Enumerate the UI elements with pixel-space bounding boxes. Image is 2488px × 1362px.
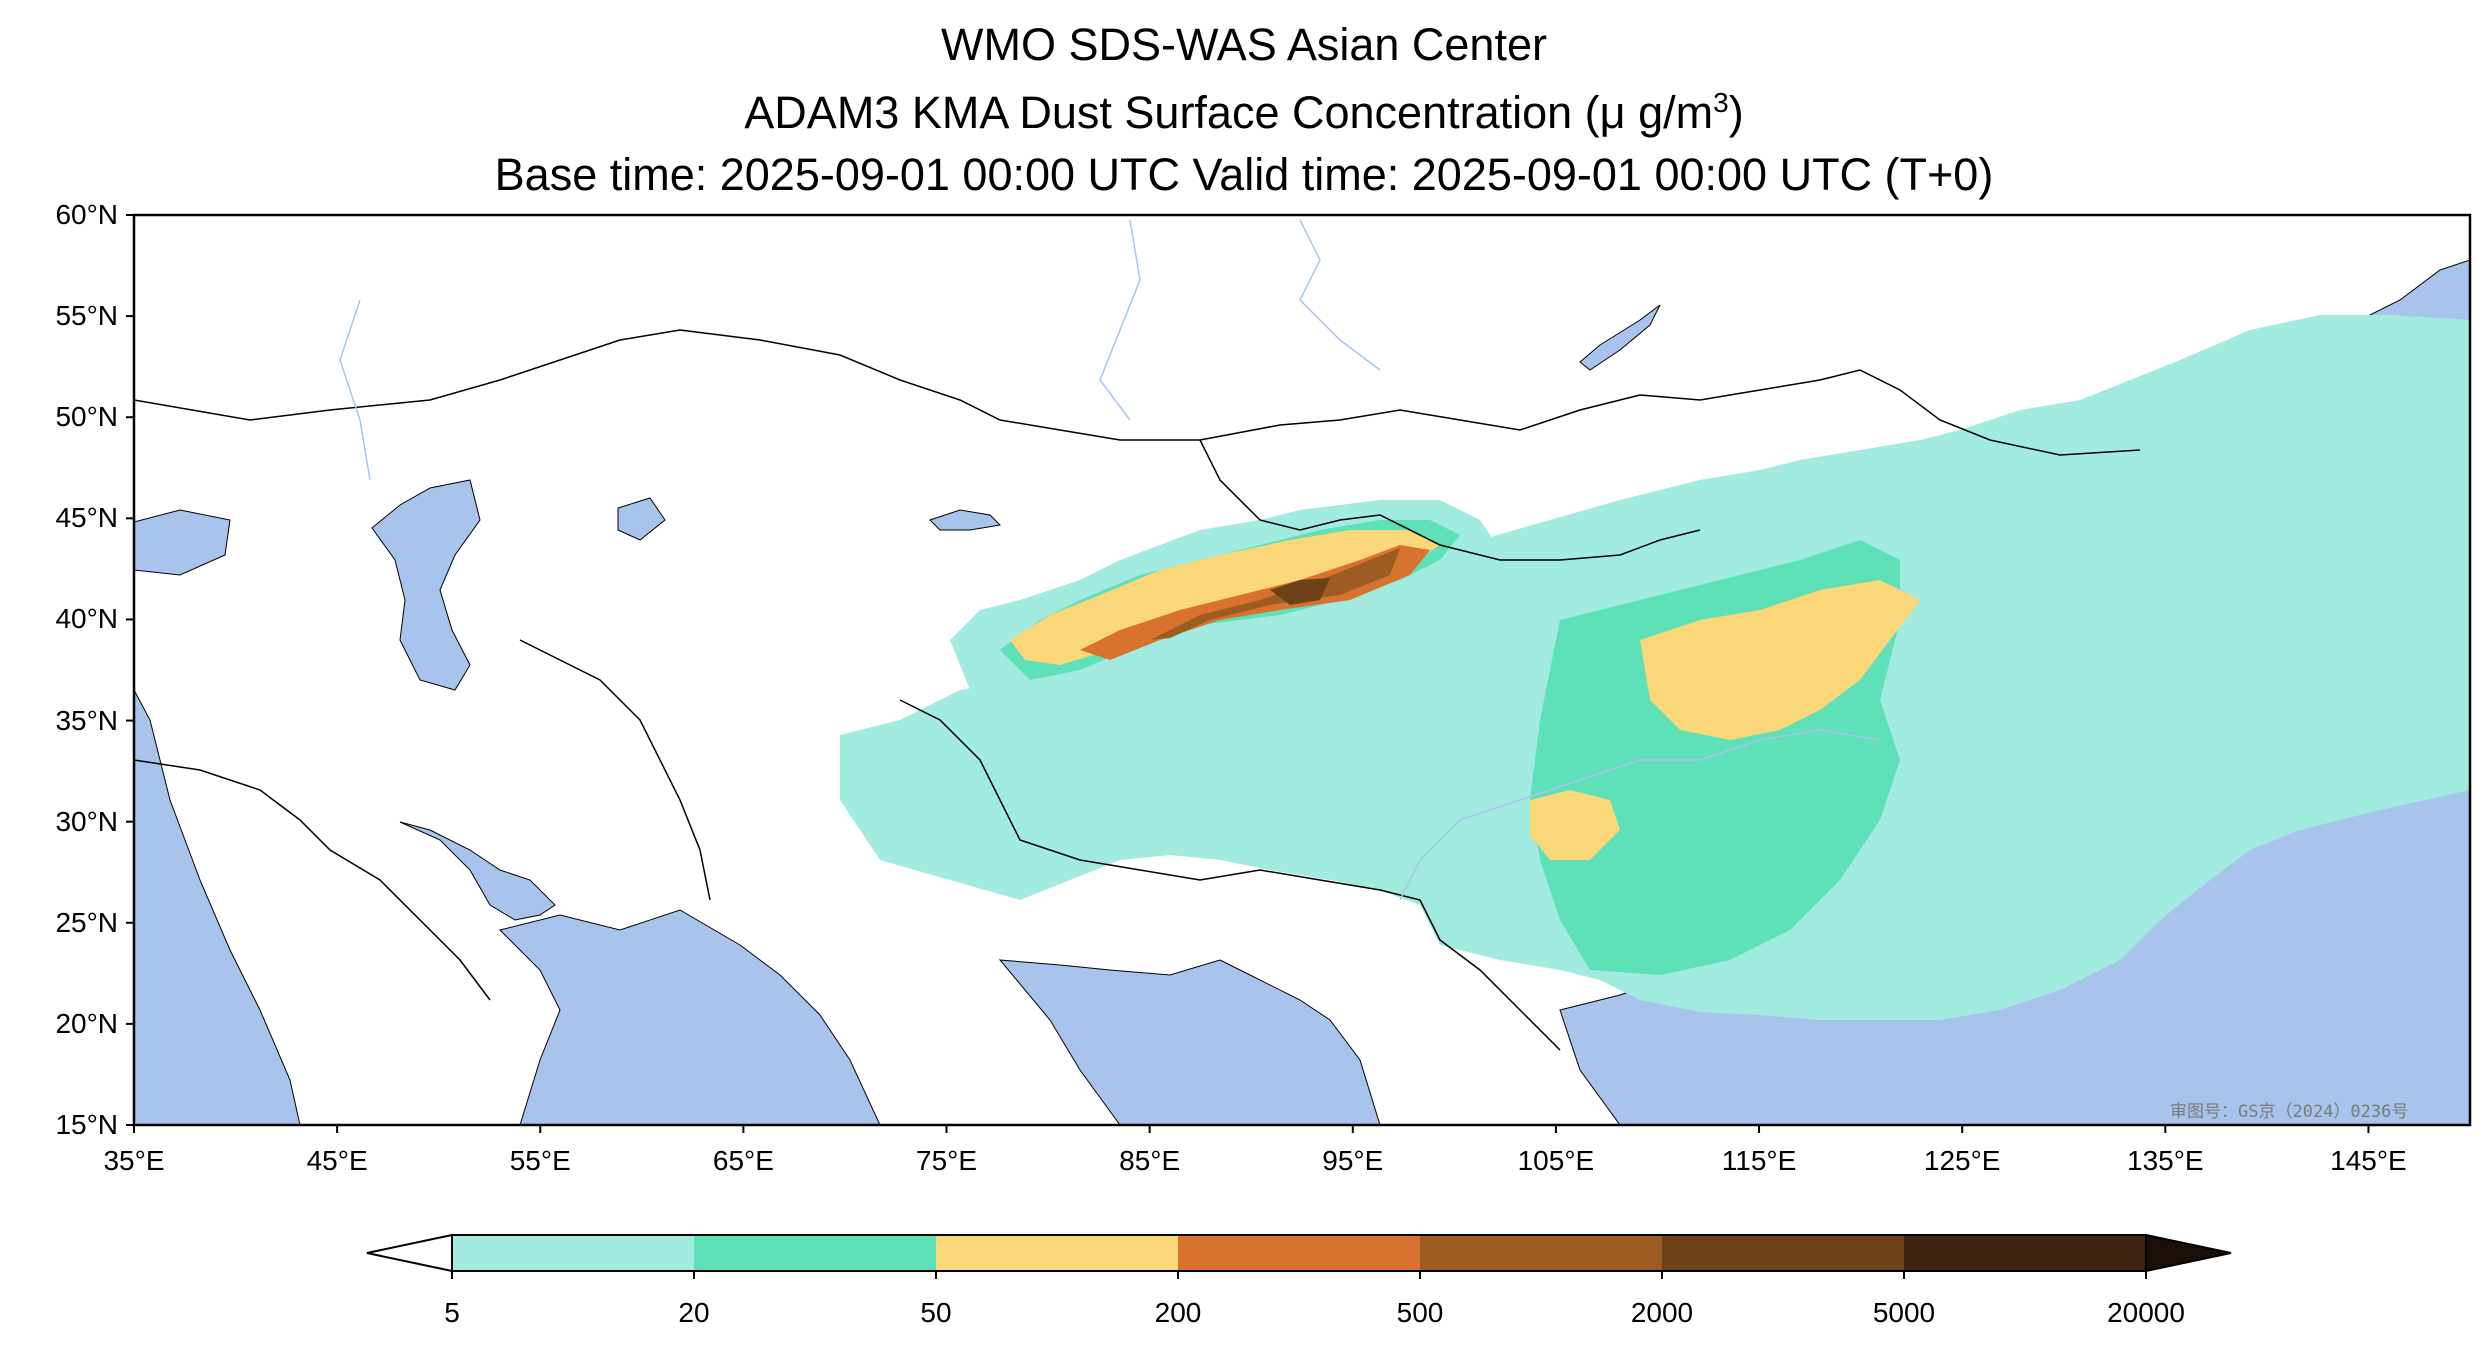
dust-level-5 [1150, 548, 1400, 640]
colorbar-level-label: 20000 [2107, 1297, 2185, 1328]
colorbar-swatch [1420, 1235, 1662, 1271]
colorbar-frame [451, 1234, 2147, 1272]
lon-tick-label: 95°E [1322, 1145, 1384, 1176]
lat-tick-label: 50°N [55, 401, 118, 433]
map-approval-watermark: 审图号：GS京（2024）0236号 [2170, 1102, 2409, 1122]
lat-tick-label: 45°N [55, 502, 118, 534]
dust-level-3-ncp [1640, 580, 1920, 740]
lon-tick-label: 125°E [1923, 1145, 2001, 1176]
lon-tick-label: 145°E [2330, 1145, 2407, 1176]
mediterranean-red-sea [134, 689, 301, 1125]
dust-level-6 [1270, 578, 1330, 605]
lat-tick-label: 20°N [55, 1007, 118, 1039]
title-line-2-text: ADAM3 KMA Dust Surface Concentration ( [744, 87, 1600, 138]
title-line-2-exponent: 3 [1713, 87, 1729, 118]
colorbar-level-label: 5000 [1872, 1297, 1936, 1328]
lat-tick-label: 40°N [55, 603, 118, 635]
coastlines-borders [134, 329, 2141, 1051]
title-line-2-close: ) [1728, 87, 1744, 138]
lat-tick-label: 25°N [55, 906, 118, 938]
lat-tick-label: 30°N [55, 805, 118, 837]
baikal-lake [1579, 304, 1661, 371]
title-line-2-unit: μ g/m [1599, 87, 1714, 138]
colorbar-swatch [1662, 1235, 1904, 1271]
map-frame [132, 213, 2472, 1127]
black-sea [134, 509, 231, 576]
lon-tick-label: 55°E [509, 1145, 571, 1176]
lon-tick-label: 105°E [1517, 1145, 1595, 1176]
caspian-sea [371, 479, 481, 691]
lat-tick-label: 60°N [55, 199, 118, 230]
rivers [339, 219, 1881, 901]
colorbar-swatch [452, 1235, 694, 1271]
colorbar-swatch [936, 1235, 1178, 1271]
lon-tick-label: 65°E [712, 1145, 774, 1176]
dust-level-3-south [1530, 790, 1620, 860]
lat-tick-label: 35°N [55, 704, 118, 736]
lon-tick-label: 45°E [306, 1145, 368, 1176]
arabian-sea [499, 909, 881, 1125]
colorbar-swatch [1904, 1235, 2146, 1271]
colorbar-level-label: 2000 [1630, 1297, 1694, 1328]
colorbar-level-label: 50 [920, 1297, 952, 1328]
colorbar-level-label: 200 [1154, 1297, 1202, 1328]
dust-contours [840, 315, 2470, 1020]
map-tick-marks [126, 214, 2370, 1133]
lon-tick-label: 135°E [2127, 1145, 2204, 1176]
colorbar-swatch [1178, 1235, 1420, 1271]
lon-tick-label: 35°E [103, 1145, 165, 1176]
balkhash-lake [929, 509, 1002, 531]
title-line-3: Base time: 2025-09-01 00:00 UTC Valid ti… [494, 149, 1994, 200]
colorbar-under-extension [366, 1233, 453, 1273]
colorbar-level-label: 5 [444, 1297, 460, 1328]
aral-sea [617, 497, 666, 541]
lon-tick-label: 115°E [1721, 1145, 1797, 1176]
title-line-1: WMO SDS-WAS Asian Center [941, 19, 1547, 70]
title-line-2: ADAM3 KMA Dust Surface Concentration (μ … [0, 86, 2488, 140]
persian-gulf [399, 821, 556, 921]
lat-tick-label: 15°N [55, 1109, 118, 1140]
lon-tick-label: 85°E [1119, 1145, 1181, 1176]
colorbar-level-label: 500 [1396, 1297, 1444, 1328]
lon-tick-label: 75°E [916, 1145, 978, 1176]
colorbar-over-extension [2145, 1233, 2232, 1273]
lat-tick-label: 55°N [55, 300, 118, 332]
bay-of-bengal [998, 959, 1381, 1125]
colorbar-level-label: 20 [678, 1297, 710, 1328]
colorbar-swatch [694, 1235, 936, 1271]
